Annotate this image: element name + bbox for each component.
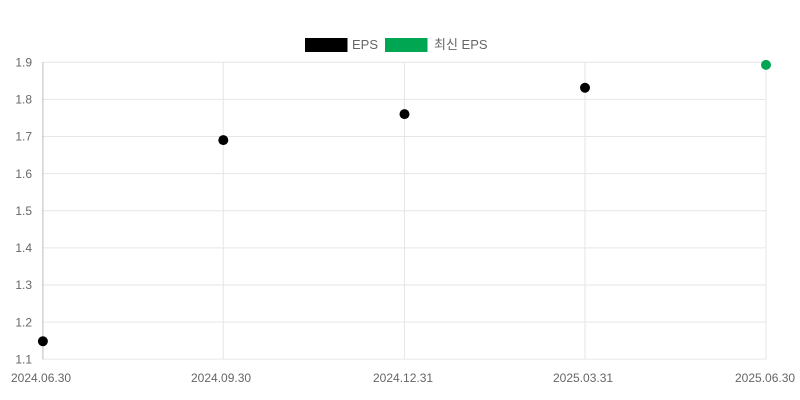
- svg-text:2025.03.31: 2025.03.31: [553, 371, 613, 385]
- svg-text:2024.06.30: 2024.06.30: [11, 371, 71, 385]
- svg-text:1.7: 1.7: [15, 130, 32, 144]
- svg-text:1.4: 1.4: [15, 241, 32, 255]
- svg-text:EPS: EPS: [352, 37, 378, 52]
- svg-text:1.2: 1.2: [15, 315, 32, 329]
- svg-text:최신 EPS: 최신 EPS: [434, 37, 488, 52]
- svg-text:1.3: 1.3: [15, 278, 32, 292]
- svg-text:1.8: 1.8: [15, 93, 32, 107]
- svg-text:2024.12.31: 2024.12.31: [373, 371, 433, 385]
- svg-text:1.6: 1.6: [15, 167, 32, 181]
- svg-text:1.1: 1.1: [15, 352, 32, 366]
- svg-text:2024.09.30: 2024.09.30: [191, 371, 251, 385]
- svg-text:1.5: 1.5: [15, 204, 32, 218]
- svg-text:2025.06.30: 2025.06.30: [735, 371, 795, 385]
- svg-text:1.9: 1.9: [15, 56, 32, 70]
